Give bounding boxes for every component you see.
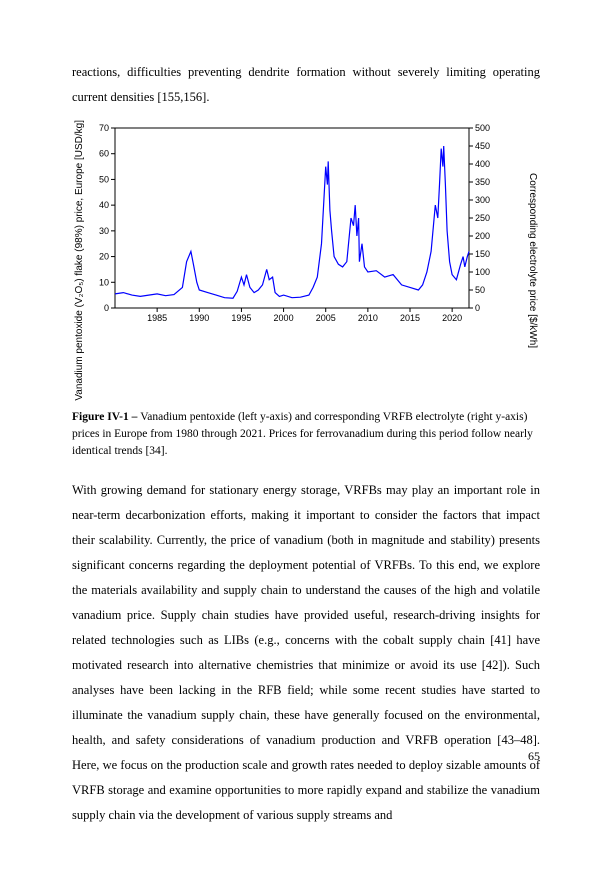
svg-text:2000: 2000 [274, 313, 294, 323]
svg-text:30: 30 [99, 226, 109, 236]
svg-text:20: 20 [99, 252, 109, 262]
svg-text:100: 100 [475, 267, 490, 277]
svg-text:0: 0 [104, 303, 109, 313]
svg-text:2015: 2015 [400, 313, 420, 323]
svg-text:1995: 1995 [231, 313, 251, 323]
svg-text:250: 250 [475, 213, 490, 223]
body-paragraph: With growing demand for stationary energ… [72, 478, 540, 828]
svg-text:500: 500 [475, 123, 490, 133]
price-chart-svg: 1985199019952000200520102015202001020304… [87, 120, 497, 328]
svg-text:150: 150 [475, 249, 490, 259]
svg-text:0: 0 [475, 303, 480, 313]
svg-text:10: 10 [99, 277, 109, 287]
figure-iv-1: Vanadium pentoxide (V₂O₅) flake (98%) pr… [72, 120, 540, 401]
svg-text:1985: 1985 [147, 313, 167, 323]
svg-text:1990: 1990 [189, 313, 209, 323]
svg-text:50: 50 [475, 285, 485, 295]
y-axis-right-label: Corresponding electrolyte price [$/kWh] [525, 120, 540, 401]
svg-text:40: 40 [99, 200, 109, 210]
page-number: 65 [528, 749, 540, 764]
figure-caption-text: Vanadium pentoxide (left y-axis) and cor… [72, 411, 533, 458]
svg-text:2010: 2010 [358, 313, 378, 323]
y-axis-left-label: Vanadium pentoxide (V₂O₅) flake (98%) pr… [72, 120, 87, 401]
svg-text:60: 60 [99, 149, 109, 159]
svg-text:400: 400 [475, 159, 490, 169]
svg-text:50: 50 [99, 174, 109, 184]
svg-text:300: 300 [475, 195, 490, 205]
intro-paragraph: reactions, difficulties preventing dendr… [72, 60, 540, 110]
svg-text:450: 450 [475, 141, 490, 151]
svg-text:70: 70 [99, 123, 109, 133]
figure-caption: Figure IV-1 – Vanadium pentoxide (left y… [72, 409, 540, 461]
svg-text:350: 350 [475, 177, 490, 187]
svg-text:2005: 2005 [316, 313, 336, 323]
svg-text:2020: 2020 [442, 313, 462, 323]
svg-text:200: 200 [475, 231, 490, 241]
figure-caption-label: Figure IV-1 – [72, 411, 140, 423]
